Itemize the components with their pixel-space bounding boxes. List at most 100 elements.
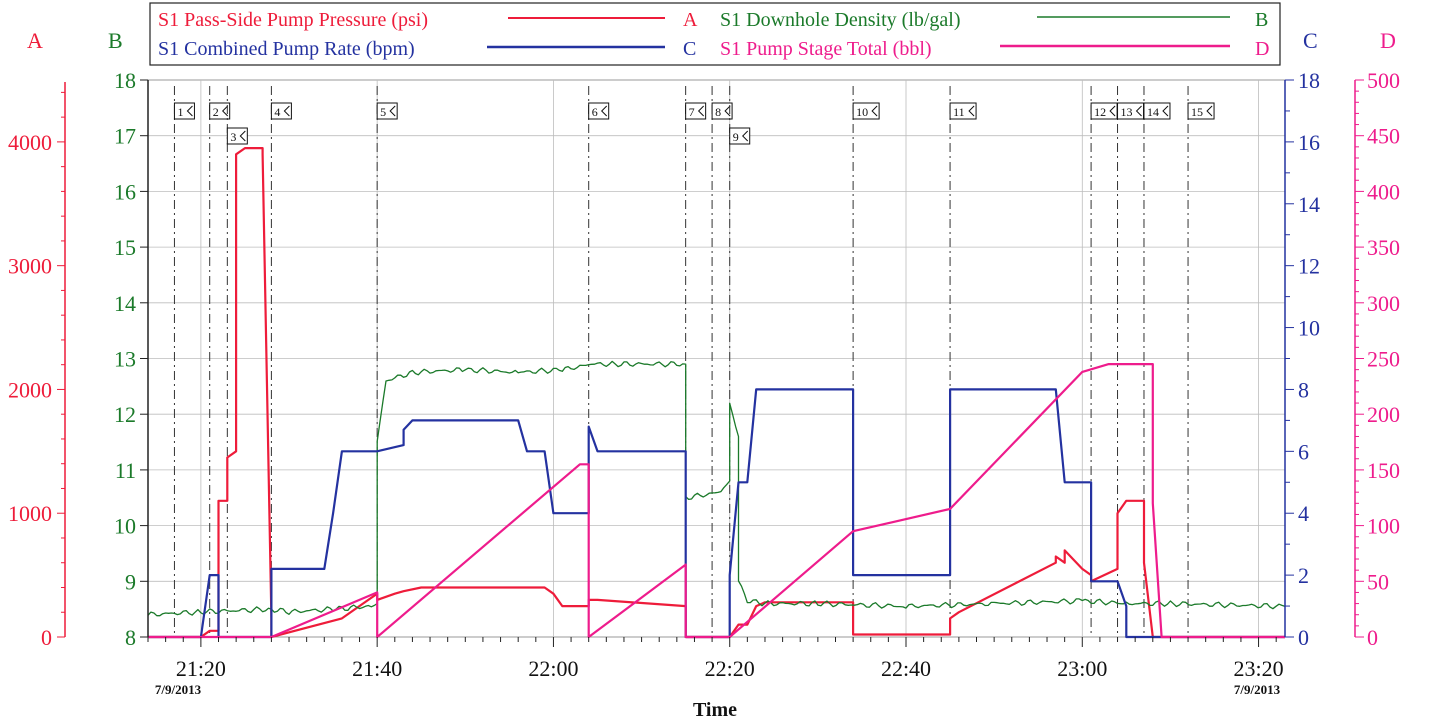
event-marker-box <box>270 102 292 120</box>
legend-label-b: S1 Downhole Density (lb/gal) <box>720 9 961 31</box>
event-marker-box <box>685 102 707 120</box>
event-marker-box <box>852 102 880 120</box>
event-marker-flag <box>697 105 705 117</box>
axis-b-tick-label: 10 <box>114 514 136 539</box>
axis-d-tick-label: 500 <box>1367 68 1400 93</box>
legend-letter-b: B <box>1255 9 1268 31</box>
event-marker-label: 2 <box>213 105 219 119</box>
event-marker-flag <box>1206 105 1213 117</box>
axis-d-tick-label: 250 <box>1367 347 1400 372</box>
event-marker-flag <box>1135 105 1142 117</box>
x-axis-tick-label: 21:40 <box>352 656 402 681</box>
axis-c-tick-label: 18 <box>1298 68 1320 93</box>
axis-b-tick-label: 15 <box>114 235 136 260</box>
event-marker-label: 12 <box>1094 105 1106 119</box>
event-marker-flag <box>186 105 193 117</box>
x-axis-tick-label: 23:00 <box>1057 656 1107 681</box>
event-marker-label: 9 <box>733 130 739 144</box>
event-marker-box <box>949 102 977 120</box>
axis-letter-b: B <box>108 28 123 53</box>
event-marker-label: 11 <box>953 105 965 119</box>
event-marker-flag <box>1162 105 1169 117</box>
x-axis-tick-label: 22:40 <box>881 656 931 681</box>
event-marker-box <box>711 102 733 120</box>
axis-letter-a: A <box>27 28 43 53</box>
axes: 0100020003000400089101112131415161718024… <box>8 68 1400 681</box>
event-marker-box <box>226 127 248 145</box>
series-line-b <box>147 360 1286 617</box>
axis-letter-d: D <box>1380 28 1396 53</box>
axis-d-tick-label: 100 <box>1367 514 1400 539</box>
legend-frame <box>149 2 1281 66</box>
axis-b-tick-label: 8 <box>125 625 136 650</box>
series-line-d <box>148 363 1285 639</box>
axis-d-tick-label: 450 <box>1367 124 1400 149</box>
event-marker-flag <box>600 105 608 117</box>
event-marker-label: 1 <box>177 105 183 119</box>
axis-c-tick-label: 8 <box>1298 377 1309 402</box>
axis-b-tick-label: 12 <box>114 402 136 427</box>
legend-label-c: S1 Combined Pump Rate (bpm) <box>158 38 415 60</box>
x-axis-tick-label: 22:00 <box>528 656 578 681</box>
axis-b-tick-label: 17 <box>114 124 136 149</box>
axis-b-tick-label: 13 <box>114 347 136 372</box>
axis-a-tick-label: 3000 <box>8 254 52 279</box>
event-marker-flag <box>1109 105 1116 117</box>
axis-b-tick-label: 18 <box>114 68 136 93</box>
series-line-c <box>148 388 1285 639</box>
event-marker-flag <box>742 130 749 142</box>
event-marker-box <box>1187 102 1215 120</box>
event-marker-box <box>173 102 195 120</box>
axis-b-tick-label: 14 <box>114 291 136 316</box>
x-date-right: 7/9/2013 <box>1234 682 1281 697</box>
event-marker-flag <box>389 105 396 117</box>
x-axis-tick-label: 21:20 <box>176 656 226 681</box>
event-marker-label: 6 <box>592 105 598 119</box>
axis-d-tick-label: 400 <box>1367 179 1400 204</box>
legend-letter-c: C <box>683 38 696 60</box>
legend: S1 Pass-Side Pump Pressure (psi) A S1 Do… <box>149 2 1281 66</box>
event-marker-label: 3 <box>230 130 236 144</box>
event-marker-box <box>209 102 231 120</box>
event-marker-label: 4 <box>274 105 280 119</box>
axis-d-tick-label: 150 <box>1367 458 1400 483</box>
grid <box>148 79 1285 638</box>
event-marker-flag <box>968 105 975 117</box>
legend-label-d: S1 Pump Stage Total (bbl) <box>720 38 932 60</box>
axis-c-tick-label: 16 <box>1298 130 1320 155</box>
axis-b-tick-label: 11 <box>115 458 136 483</box>
axis-d-tick-label: 0 <box>1367 625 1378 650</box>
legend-letter-a: A <box>683 9 698 31</box>
event-marker-label: 5 <box>380 105 386 119</box>
axis-c-tick-label: 10 <box>1298 316 1320 341</box>
axis-d-tick-label: 300 <box>1367 291 1400 316</box>
event-marker-box <box>376 102 398 120</box>
event-marker-flag <box>724 105 731 117</box>
event-marker-label: 15 <box>1191 105 1203 119</box>
event-marker-box <box>588 102 610 120</box>
axis-a-tick-label: 2000 <box>8 377 52 402</box>
axis-b-tick-label: 9 <box>125 569 136 594</box>
event-marker-label: 14 <box>1147 105 1159 119</box>
axis-a-tick-label: 1000 <box>8 501 52 526</box>
axis-a-tick-label: 0 <box>41 625 52 650</box>
axis-c-tick-label: 12 <box>1298 254 1320 279</box>
event-marker-label: 10 <box>856 105 868 119</box>
event-marker-flag <box>221 105 229 117</box>
series <box>147 147 1286 639</box>
x-axis-label: Time <box>693 699 737 721</box>
series-line-a <box>148 147 1285 639</box>
legend-label-a: S1 Pass-Side Pump Pressure (psi) <box>158 9 428 31</box>
axis-b-tick-label: 16 <box>114 179 136 204</box>
axis-a-tick-label: 4000 <box>8 130 52 155</box>
axis-d-tick-label: 50 <box>1367 569 1389 594</box>
event-marker-flag <box>239 130 246 142</box>
event-marker-label: 13 <box>1121 105 1133 119</box>
event-marker-flag <box>871 105 878 117</box>
x-date-left: 7/9/2013 <box>155 682 202 697</box>
axis-letter-c: C <box>1303 28 1318 53</box>
event-marker-box <box>729 127 751 145</box>
axis-c-tick-label: 4 <box>1298 501 1309 526</box>
